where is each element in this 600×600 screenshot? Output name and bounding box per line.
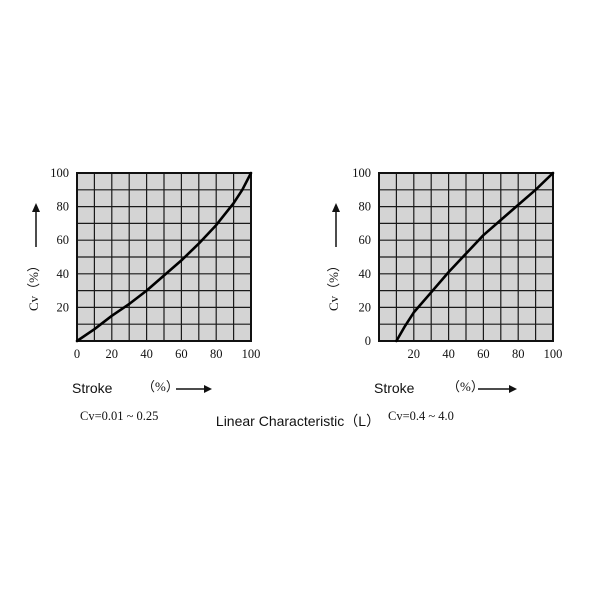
y-axis-arrow-head bbox=[32, 203, 40, 212]
chart-1: 0 20 40 60 80 100 20 40 60 80 100 Cv（%） Stroke （%） Cv=… bbox=[26, 166, 260, 423]
y-tick-label: 0 bbox=[365, 334, 371, 348]
x-axis-arrow-head bbox=[204, 385, 212, 393]
data-line bbox=[75, 171, 253, 343]
y-tick-label: 60 bbox=[57, 233, 70, 247]
y-axis-arrow-head bbox=[332, 203, 340, 212]
x-tick-label: 40 bbox=[140, 347, 153, 361]
y-tick-label: 40 bbox=[57, 267, 70, 281]
y-tick-label: 60 bbox=[359, 233, 372, 247]
y-tick-label: 100 bbox=[352, 166, 371, 180]
y-tick-label: 80 bbox=[57, 200, 70, 214]
x-axis-arrow-head bbox=[509, 385, 517, 393]
y-tick-label: 20 bbox=[57, 300, 70, 314]
x-tick-label: 20 bbox=[106, 347, 119, 361]
y-tick-label: 80 bbox=[359, 200, 372, 214]
y-tick-label: 40 bbox=[359, 267, 372, 281]
plot-frame bbox=[378, 172, 554, 342]
x-tick-label: 100 bbox=[242, 347, 261, 361]
chart-2: 20 40 60 80 100 0 20 40 60 80 100 Cv（%） Stroke （%） Cv=… bbox=[326, 166, 562, 423]
y-tick-label: 100 bbox=[50, 166, 69, 180]
x-tick-label: 0 bbox=[74, 347, 80, 361]
x-tick-label: 20 bbox=[408, 347, 421, 361]
cv-range-label: Cv=0.01 ~ 0.25 bbox=[80, 409, 158, 423]
figure-caption: Linear Characteristic（L） bbox=[216, 413, 380, 429]
y-tick-label: 20 bbox=[359, 300, 372, 314]
x-tick-label: 80 bbox=[210, 347, 223, 361]
cv-range-label: Cv=0.4 ~ 4.0 bbox=[388, 409, 454, 423]
x-axis-label: Stroke bbox=[374, 380, 415, 396]
x-axis-label: Stroke bbox=[72, 380, 113, 396]
y-axis-label: Cv（%） bbox=[26, 259, 41, 311]
plot-frame bbox=[76, 172, 252, 342]
x-tick-label: 60 bbox=[175, 347, 188, 361]
x-tick-label: 80 bbox=[512, 347, 525, 361]
data-line bbox=[395, 171, 555, 343]
x-axis-unit: （%） bbox=[447, 379, 484, 394]
x-tick-label: 100 bbox=[544, 347, 563, 361]
x-axis-unit: （%） bbox=[142, 379, 179, 394]
x-tick-label: 60 bbox=[477, 347, 490, 361]
y-axis-label: Cv（%） bbox=[326, 259, 341, 311]
x-tick-label: 40 bbox=[442, 347, 455, 361]
